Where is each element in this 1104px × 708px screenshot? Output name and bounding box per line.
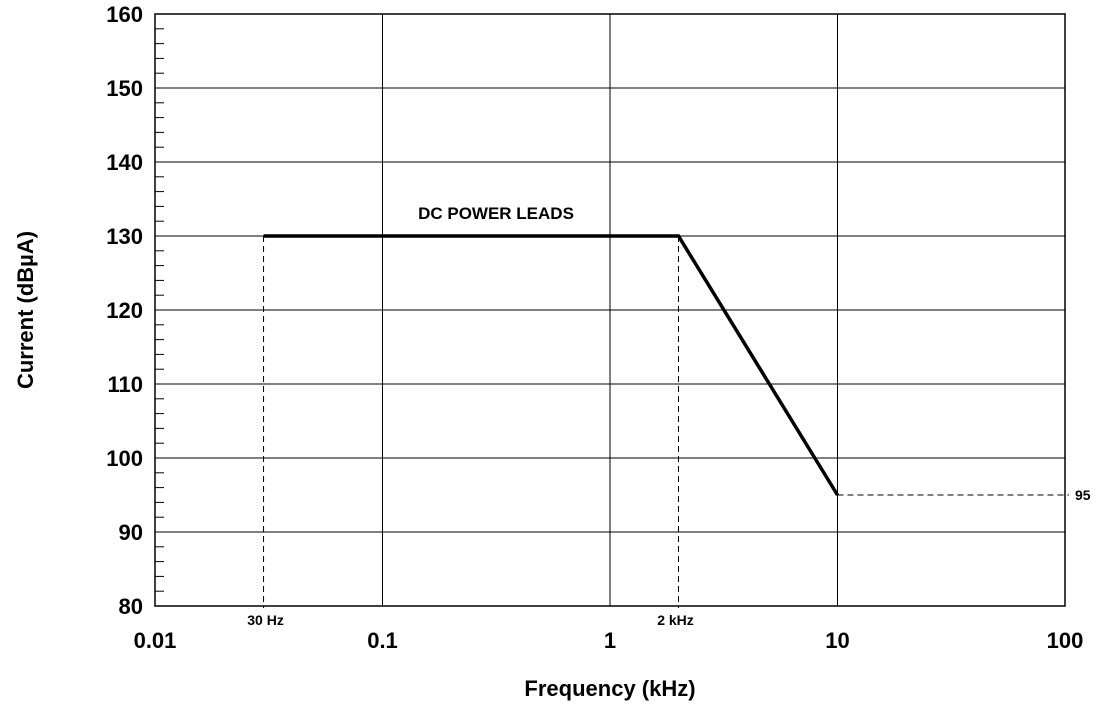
y-axis-title: Current (dBµA) [13,231,38,389]
series-label: DC POWER LEADS [418,204,574,223]
annotation-95: 95 [1075,487,1091,503]
y-tick-label: 80 [119,594,143,619]
x-tick-label: 10 [825,628,849,653]
y-tick-label: 90 [119,520,143,545]
annotations: 30 Hz 2 kHz 95 [247,487,1091,628]
y-tick-label: 100 [106,446,143,471]
x-tick-label: 100 [1047,628,1084,653]
series [263,234,839,496]
y-tick-labels: 80 90 100 110 120 130 140 150 160 [106,2,143,619]
x-tick-label: 1 [604,628,616,653]
annotation-2khz: 2 kHz [657,612,694,628]
x-tick-label: 0.01 [134,628,177,653]
y-tick-label: 160 [106,2,143,27]
y-minor-ticks [155,28,164,592]
x-tick-label: 0.1 [367,628,398,653]
annotation-30hz: 30 Hz [247,612,284,628]
y-tick-label: 150 [106,76,143,101]
y-tick-label: 130 [106,224,143,249]
y-tick-label: 110 [108,372,144,397]
x-tick-labels: 0.01 0.1 1 10 100 [134,628,1084,653]
guide-lines [263,236,1069,608]
series-line [263,234,839,496]
grid [154,13,1066,607]
y-tick-label: 120 [106,298,143,323]
plot-frame [154,13,1066,607]
x-axis-title: Frequency (kHz) [524,676,695,701]
y-tick-label: 140 [106,150,143,175]
